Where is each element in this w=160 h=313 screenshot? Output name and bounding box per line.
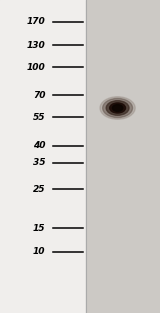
Ellipse shape: [103, 98, 132, 118]
Text: 70: 70: [33, 91, 46, 100]
Bar: [0, 0, 86, 313]
Text: 130: 130: [27, 41, 46, 50]
Text: 100: 100: [27, 63, 46, 72]
Text: 25: 25: [33, 185, 46, 194]
Text: 15: 15: [33, 224, 46, 233]
Text: 55: 55: [33, 113, 46, 122]
Bar: [86, 0, 160, 313]
Text: 40: 40: [33, 141, 46, 150]
Ellipse shape: [100, 97, 135, 119]
Text: 170: 170: [27, 18, 46, 26]
Text: 10: 10: [33, 248, 46, 256]
Ellipse shape: [106, 101, 129, 115]
Ellipse shape: [112, 105, 123, 111]
Text: 35: 35: [33, 158, 46, 167]
Ellipse shape: [110, 103, 125, 113]
